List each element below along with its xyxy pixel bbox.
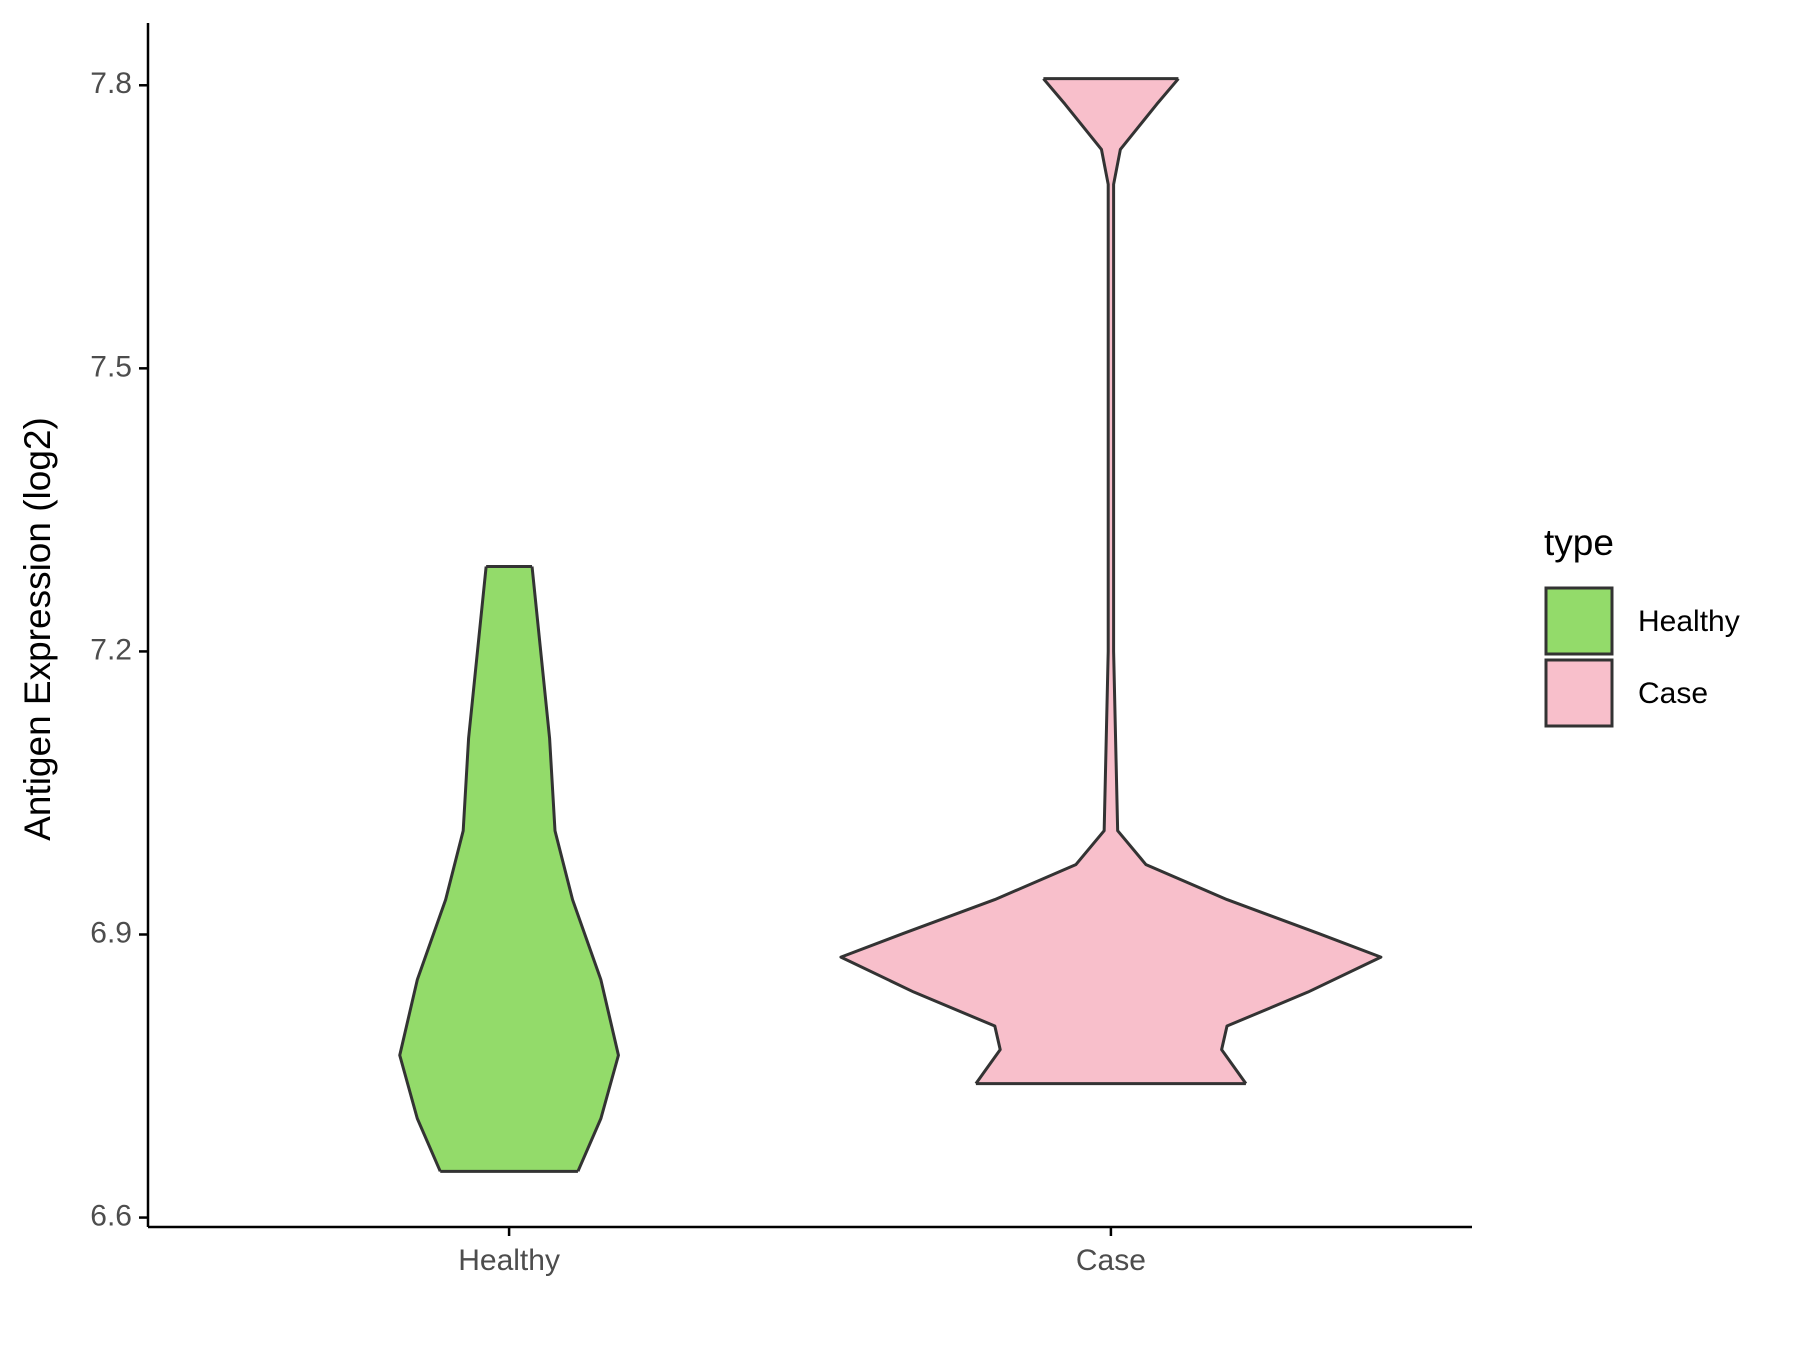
x-tick-label: Healthy	[458, 1244, 560, 1277]
legend-label: Case	[1638, 677, 1708, 710]
violin-outline-left	[398, 566, 488, 1172]
legend-label: Healthy	[1638, 605, 1740, 638]
legend-key	[1544, 586, 1614, 656]
violin-fill	[840, 78, 1381, 1084]
legend-key	[1544, 658, 1614, 728]
violin-outline-right	[1112, 77, 1383, 1085]
legend-title: type	[1544, 522, 1614, 563]
y-tick-label: 7.8	[90, 67, 132, 100]
violin-outline-right	[530, 566, 620, 1172]
y-tick-label: 7.5	[90, 350, 132, 383]
x-tick-label: Case	[1076, 1244, 1146, 1277]
y-tick-label: 6.9	[90, 916, 132, 949]
y-tick-label: 7.2	[90, 633, 132, 666]
violin-fill	[399, 566, 619, 1172]
violin-outline-left	[839, 77, 1110, 1085]
y-tick-label: 6.6	[90, 1199, 132, 1232]
y-axis-title: Antigen Expression (log2)	[17, 417, 58, 841]
